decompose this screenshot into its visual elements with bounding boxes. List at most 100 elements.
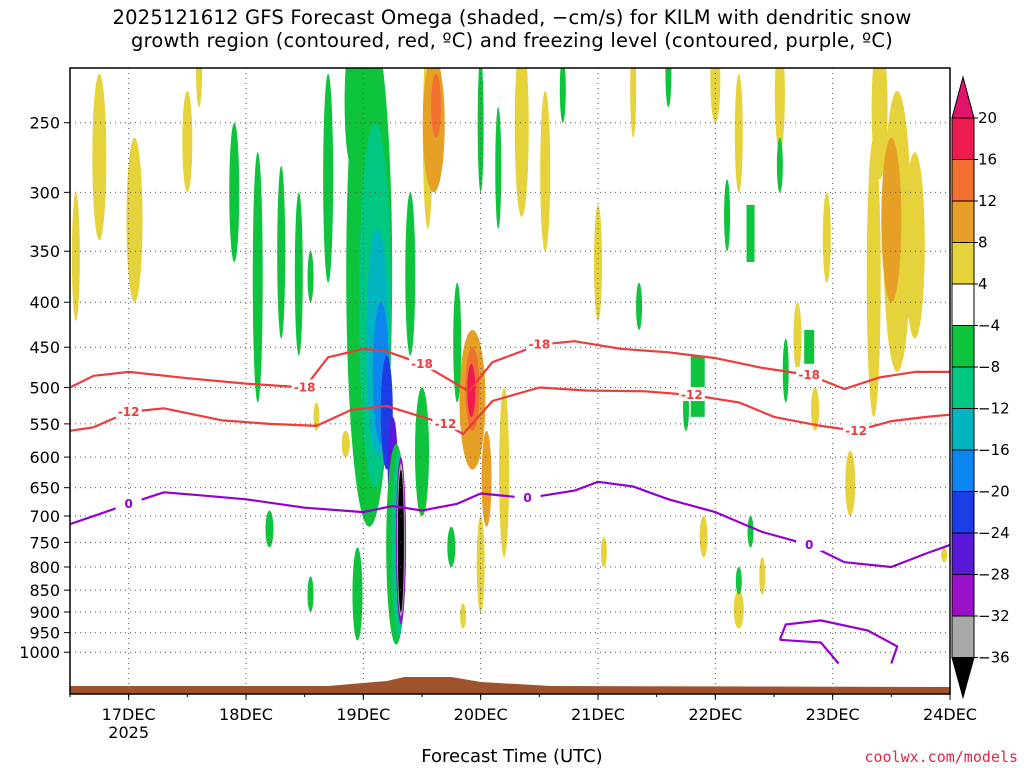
omega-cell xyxy=(866,137,881,417)
terrain-fill xyxy=(70,677,950,694)
x-tick-label: 20DEC xyxy=(454,705,508,724)
omega-cell xyxy=(499,387,510,558)
colorbar-segment xyxy=(951,325,975,368)
y-tick-label: 550 xyxy=(29,415,60,434)
contour-label: -12 xyxy=(118,405,140,419)
colorbar-label: −16 xyxy=(978,441,1010,459)
omega-cell xyxy=(447,526,456,567)
colorbar-label: −4 xyxy=(978,317,1000,335)
x-tick-label: 23DEC xyxy=(806,705,860,724)
contour-label-bg xyxy=(115,403,142,418)
y-tick-label: 500 xyxy=(29,378,60,397)
y-tick-label: 850 xyxy=(29,581,60,600)
omega-cell xyxy=(759,557,766,595)
omega-cell xyxy=(540,90,551,252)
contour-label: -18 xyxy=(411,357,433,371)
omega-cell xyxy=(92,73,107,241)
colorbar-segment xyxy=(951,408,975,451)
y-tick-label: 450 xyxy=(29,338,60,357)
omega-cell xyxy=(559,68,566,123)
contour-line xyxy=(778,619,899,664)
x-tick-label: 21DEC xyxy=(571,705,625,724)
omega-cell xyxy=(415,387,429,516)
contour-label: -18 xyxy=(528,338,550,352)
y-tick-label: 950 xyxy=(29,624,60,643)
colorbar-label: 16 xyxy=(978,151,997,169)
omega-cell xyxy=(341,430,350,458)
title-line-2: growth region (contoured, red, ºC) and f… xyxy=(131,29,893,52)
contour-label: -12 xyxy=(681,388,703,402)
colorbar-segment xyxy=(951,117,975,160)
contour-label: 0 xyxy=(124,497,132,511)
omega-cell xyxy=(467,363,476,417)
omega-cell xyxy=(811,387,820,431)
grid xyxy=(70,68,950,694)
contour-label-bg xyxy=(291,379,318,394)
contour-label: -18 xyxy=(294,380,316,394)
omega-cell xyxy=(265,510,274,548)
colorbar-label: −20 xyxy=(978,483,1010,501)
omega-cell xyxy=(329,0,339,65)
omega-cell xyxy=(514,68,529,217)
contour-line xyxy=(70,386,950,436)
omega-cell xyxy=(352,547,363,641)
omega-cell xyxy=(881,137,902,303)
terrain xyxy=(70,677,950,694)
omega-shading xyxy=(71,0,948,645)
omega-cell xyxy=(941,547,948,563)
y-tick-label: 1000 xyxy=(19,643,60,662)
colorbar-label: 4 xyxy=(978,275,988,293)
omega-cell xyxy=(733,590,744,629)
omega-cell xyxy=(71,192,80,321)
omega-cell xyxy=(397,469,404,612)
omega-cell xyxy=(804,329,815,364)
y-tick-label: 750 xyxy=(29,533,60,552)
omega-cell xyxy=(307,576,314,612)
omega-cell xyxy=(252,152,263,403)
omega-cell xyxy=(793,302,802,372)
colorbar-label: −24 xyxy=(978,524,1010,542)
omega-cell xyxy=(481,430,492,527)
x-tick-label: 19DEC xyxy=(336,705,390,724)
colorbar-segment xyxy=(951,449,975,492)
omega-cell xyxy=(747,515,754,548)
omega-cell xyxy=(746,204,755,262)
omega-cell xyxy=(636,282,643,330)
colorbar-segment xyxy=(951,491,975,534)
omega-cell xyxy=(277,166,286,339)
x-tick-label: 22DEC xyxy=(688,705,742,724)
y-tick-label: 300 xyxy=(29,183,60,202)
omega-cell xyxy=(405,192,416,356)
omega-cell xyxy=(323,73,334,283)
colorbar-label: −36 xyxy=(978,649,1010,667)
contour-label-bg xyxy=(678,387,705,402)
omega-cell xyxy=(845,450,856,516)
colorbar-segment xyxy=(951,574,975,617)
colorbar-segment xyxy=(951,200,975,243)
omega-cell xyxy=(307,251,314,303)
omega-cell xyxy=(630,68,637,138)
omega-cell xyxy=(495,107,502,229)
contour-label-bg xyxy=(432,415,459,430)
colorbar-label: 8 xyxy=(978,234,988,252)
colorbar-label: −8 xyxy=(978,358,1000,376)
colorbar-triangle-bottom xyxy=(951,657,975,700)
contour-label-bg xyxy=(409,355,435,370)
plot-frame xyxy=(69,67,951,695)
x-axis: 17DEC 18DEC 19DEC 20DEC 21DEC 22DEC 23DEC 24DEC… xyxy=(69,694,977,742)
omega-cell xyxy=(453,282,462,403)
x-tick-label: 17DEC xyxy=(102,705,156,724)
y-tick-label: 700 xyxy=(29,507,60,526)
chart-title: 2025121612 GFS Forecast Omega (shaded, −… xyxy=(0,6,1024,52)
omega-cell xyxy=(665,68,672,108)
x-tick-label: 24DEC xyxy=(923,705,977,724)
colorbar-label: 20 xyxy=(978,109,997,127)
omega-cell xyxy=(776,137,783,193)
contour-line xyxy=(779,638,840,665)
contour-label-bg xyxy=(526,336,553,351)
title-line-1: 2025121612 GFS Forecast Omega (shaded, −… xyxy=(112,6,912,29)
omega-cell xyxy=(126,137,143,303)
omega-cell xyxy=(477,68,484,193)
contour-label: 0 xyxy=(523,491,531,505)
